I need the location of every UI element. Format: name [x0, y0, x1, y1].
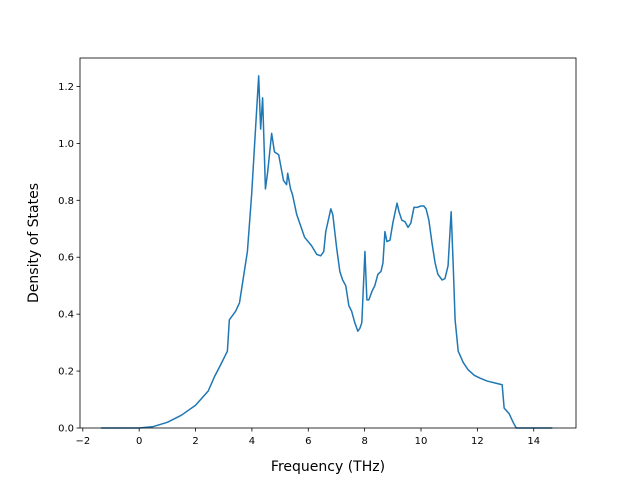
y-axis-label: Density of States [26, 183, 42, 303]
x-tick-label: −2 [75, 436, 90, 447]
x-tick-label: 6 [305, 436, 311, 447]
axes-frame [79, 57, 577, 429]
y-tick-label: 0.2 [58, 367, 74, 378]
x-tick-label: 12 [471, 436, 484, 447]
x-tick-label: 2 [192, 436, 198, 447]
y-tick-label: 1.0 [58, 139, 74, 150]
y-tick-label: 0.4 [58, 310, 74, 321]
x-tick-label: 0 [136, 436, 142, 447]
x-tick-label: 4 [249, 436, 255, 447]
y-tick-label: 0.0 [58, 424, 74, 435]
y-tick-label: 1.2 [58, 82, 74, 93]
x-axis-label: Frequency (THz) [271, 459, 385, 475]
y-tick-label: 0.8 [58, 196, 74, 207]
line [101, 75, 553, 429]
x-tick-label: 10 [415, 436, 428, 447]
y-tick-label: 0.6 [58, 253, 74, 264]
x-tick-label: 8 [361, 436, 367, 447]
x-tick-label: 14 [527, 436, 540, 447]
